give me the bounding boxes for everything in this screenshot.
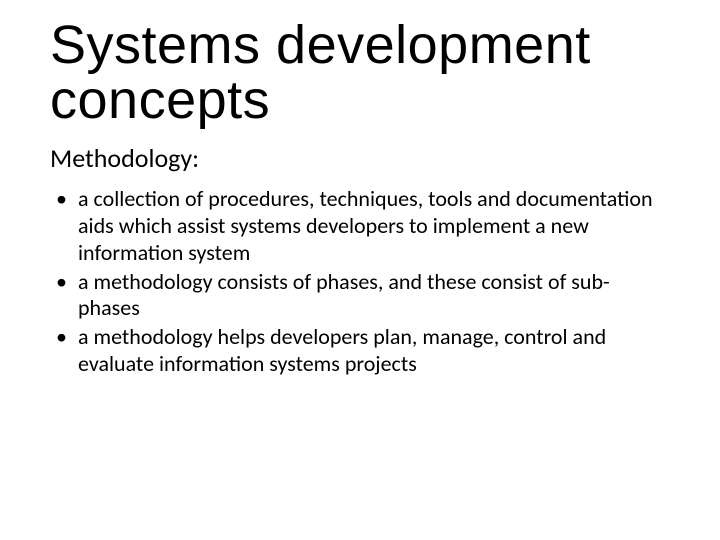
slide-title: Systems development concepts (50, 18, 670, 128)
bullet-list: a collection of procedures, techniques, … (50, 186, 670, 378)
list-item: a methodology consists of phases, and th… (50, 269, 670, 323)
list-item: a methodology helps developers plan, man… (50, 324, 670, 378)
slide: Systems development concepts Methodology… (0, 0, 720, 540)
list-item: a collection of procedures, techniques, … (50, 186, 670, 266)
subheading: Methodology: (50, 142, 670, 174)
